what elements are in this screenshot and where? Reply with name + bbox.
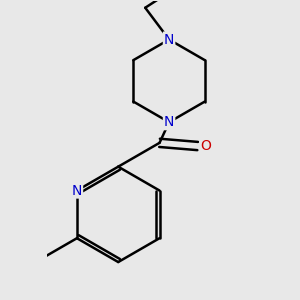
- Text: N: N: [72, 184, 82, 197]
- Text: N: N: [164, 32, 174, 46]
- Text: N: N: [164, 115, 174, 129]
- Text: O: O: [200, 139, 211, 153]
